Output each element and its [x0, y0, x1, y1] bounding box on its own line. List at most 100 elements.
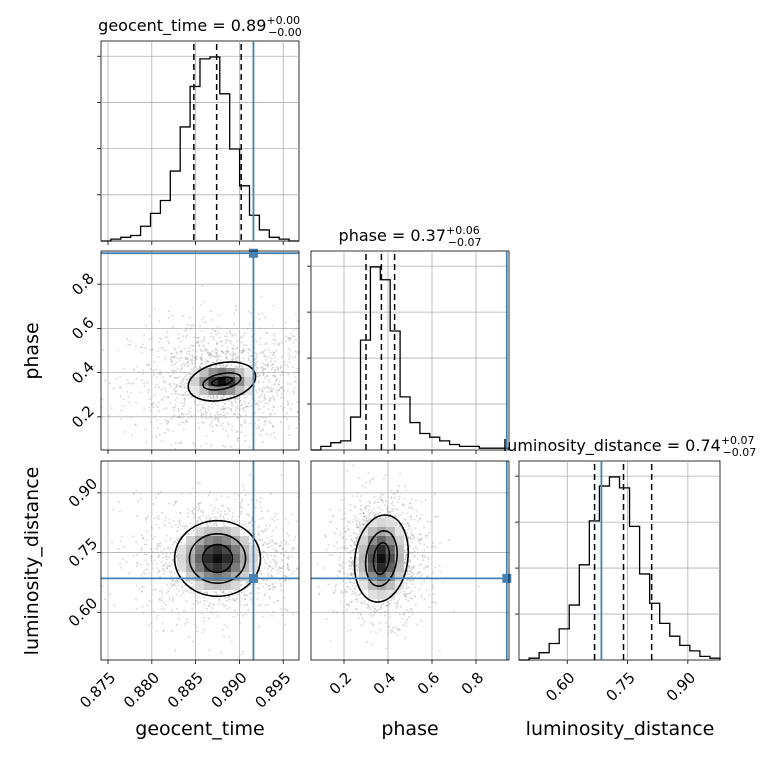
- sample-point: [257, 396, 260, 399]
- sample-point: [210, 421, 213, 424]
- sample-point: [385, 600, 388, 603]
- sample-point: [175, 623, 178, 626]
- sample-point: [232, 344, 235, 347]
- sample-point: [258, 387, 261, 390]
- sample-point: [184, 382, 187, 385]
- sample-point: [197, 410, 200, 413]
- sample-point: [280, 421, 283, 424]
- sample-point: [396, 628, 399, 631]
- sample-point: [434, 546, 437, 549]
- sample-point: [196, 481, 199, 484]
- density-cell: [213, 572, 223, 582]
- sample-point: [159, 542, 162, 544]
- sample-point: [380, 608, 382, 611]
- sample-point: [335, 541, 338, 544]
- sample-point: [180, 357, 183, 360]
- sample-point: [158, 433, 161, 436]
- sample-point: [162, 572, 165, 575]
- sample-point: [249, 323, 251, 326]
- sample-point: [404, 624, 407, 627]
- sample-point: [172, 584, 175, 587]
- sample-point: [223, 407, 226, 410]
- sample-point: [177, 442, 180, 445]
- sample-point: [152, 502, 155, 505]
- sample-point: [250, 537, 253, 540]
- sample-point: [296, 410, 299, 413]
- sample-point: [308, 400, 310, 402]
- sample-point: [160, 440, 163, 443]
- sample-point: [284, 517, 287, 520]
- sample-point: [259, 603, 262, 606]
- sample-point: [240, 352, 243, 355]
- sample-point: [145, 539, 148, 542]
- sample-point: [345, 581, 347, 584]
- sample-point: [180, 340, 183, 343]
- sample-point: [239, 505, 242, 508]
- sample-point: [307, 571, 309, 573]
- sample-point: [225, 355, 228, 358]
- sample-point: [415, 509, 418, 512]
- sample-point: [375, 609, 378, 612]
- title-sup: +0.06: [446, 224, 480, 237]
- sample-point: [171, 597, 174, 600]
- sample-point: [382, 501, 385, 504]
- sample-point: [305, 348, 307, 350]
- sample-point: [135, 565, 138, 568]
- sample-point: [307, 373, 309, 375]
- sample-point: [168, 383, 171, 386]
- sample-point: [218, 598, 221, 601]
- sample-point: [158, 542, 161, 545]
- sample-point: [160, 560, 163, 563]
- sample-point: [234, 498, 237, 501]
- sample-point: [355, 557, 358, 560]
- sample-point: [277, 388, 280, 391]
- sample-point: [198, 344, 201, 347]
- sample-point: [271, 324, 274, 327]
- sample-point: [146, 604, 149, 607]
- sample-point: [178, 415, 181, 418]
- sample-point: [426, 521, 429, 523]
- sample-point: [407, 599, 410, 602]
- sample-point: [387, 625, 390, 628]
- sample-point: [338, 509, 341, 512]
- diag-panel-phase: phase = 0.37+0.06 −0.07: [307, 224, 510, 454]
- sample-point: [279, 541, 282, 544]
- sample-point: [356, 535, 359, 538]
- sample-point: [261, 370, 264, 372]
- sample-point: [272, 610, 275, 613]
- sample-point: [258, 426, 261, 429]
- density-cell: [231, 581, 241, 591]
- sample-point: [366, 640, 369, 643]
- sample-point: [349, 565, 352, 568]
- sample-point: [408, 565, 411, 568]
- sample-point: [413, 527, 416, 530]
- sample-point: [268, 564, 271, 567]
- y-tick-label-phase: 0.6: [68, 314, 98, 344]
- sample-point: [195, 630, 198, 633]
- sample-point: [401, 503, 404, 505]
- sample-point: [243, 349, 246, 352]
- sample-point: [206, 351, 209, 354]
- sample-point: [268, 595, 271, 598]
- sample-point: [278, 567, 281, 570]
- sample-point: [277, 380, 280, 383]
- sample-point: [367, 605, 370, 608]
- sample-point: [388, 602, 391, 605]
- sample-point: [428, 606, 431, 609]
- sample-point: [95, 518, 97, 520]
- sample-point: [140, 547, 143, 549]
- sample-point: [261, 428, 264, 431]
- sample-point: [391, 629, 394, 632]
- sample-point: [218, 599, 221, 602]
- sample-point: [272, 304, 275, 307]
- sample-point: [236, 397, 239, 400]
- sample-point: [158, 319, 161, 322]
- sample-point: [259, 337, 262, 340]
- sample-point: [169, 572, 172, 575]
- sample-point: [413, 586, 416, 589]
- sample-point: [168, 562, 171, 565]
- sample-point: [348, 564, 351, 567]
- sample-point: [193, 365, 196, 368]
- sample-point: [231, 597, 234, 600]
- sample-point: [155, 562, 158, 565]
